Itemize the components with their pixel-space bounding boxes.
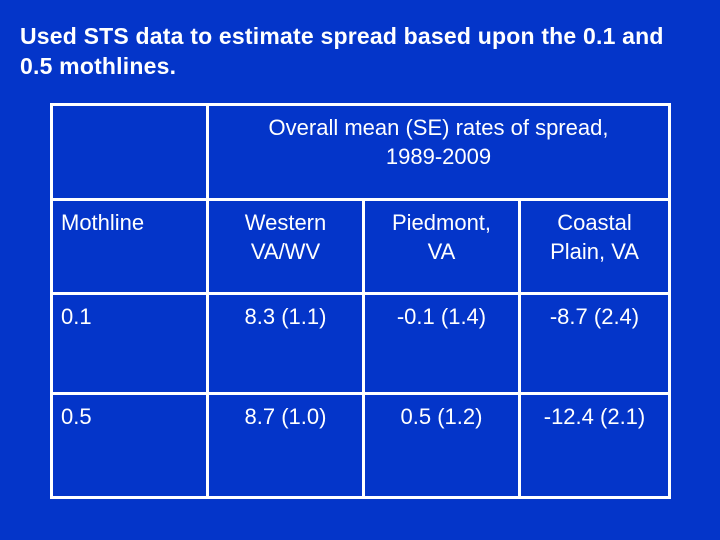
cell-piedmont-0-5: 0.5 (1.2): [362, 392, 521, 499]
column-header-piedmont-va: Piedmont, VA: [362, 198, 521, 295]
table-row-merged-header: Overall mean (SE) rates of spread, 1989-…: [50, 103, 671, 201]
cell-coastal-0-1: -8.7 (2.4): [518, 292, 671, 395]
cell-mothline-0-1: 0.1: [50, 292, 209, 395]
column-header-western-va-wv: Western VA/WV: [206, 198, 365, 295]
cell-mothline-0-5: 0.5: [50, 392, 209, 499]
table-row-column-headers: Mothline Western VA/WV Piedmont, VA Coas…: [50, 198, 671, 295]
slide-title: Used STS data to estimate spread based u…: [20, 23, 664, 79]
cell-piedmont-0-1: -0.1 (1.4): [362, 292, 521, 395]
table-corner-blank-cell: [50, 103, 209, 201]
spread-rates-table: Overall mean (SE) rates of spread, 1989-…: [50, 103, 671, 499]
column-header-mothline: Mothline: [50, 198, 209, 295]
cell-western-0-5: 8.7 (1.0): [206, 392, 365, 499]
cell-coastal-0-5: -12.4 (2.1): [518, 392, 671, 499]
table-merged-header-cell: Overall mean (SE) rates of spread, 1989-…: [206, 103, 671, 201]
table-row-mothline-0-1: 0.1 8.3 (1.1) -0.1 (1.4) -8.7 (2.4): [50, 292, 671, 395]
column-header-coastal-plain-va: Coastal Plain, VA: [518, 198, 671, 295]
cell-western-0-1: 8.3 (1.1): [206, 292, 365, 395]
table-row-mothline-0-5: 0.5 8.7 (1.0) 0.5 (1.2) -12.4 (2.1): [50, 392, 671, 499]
